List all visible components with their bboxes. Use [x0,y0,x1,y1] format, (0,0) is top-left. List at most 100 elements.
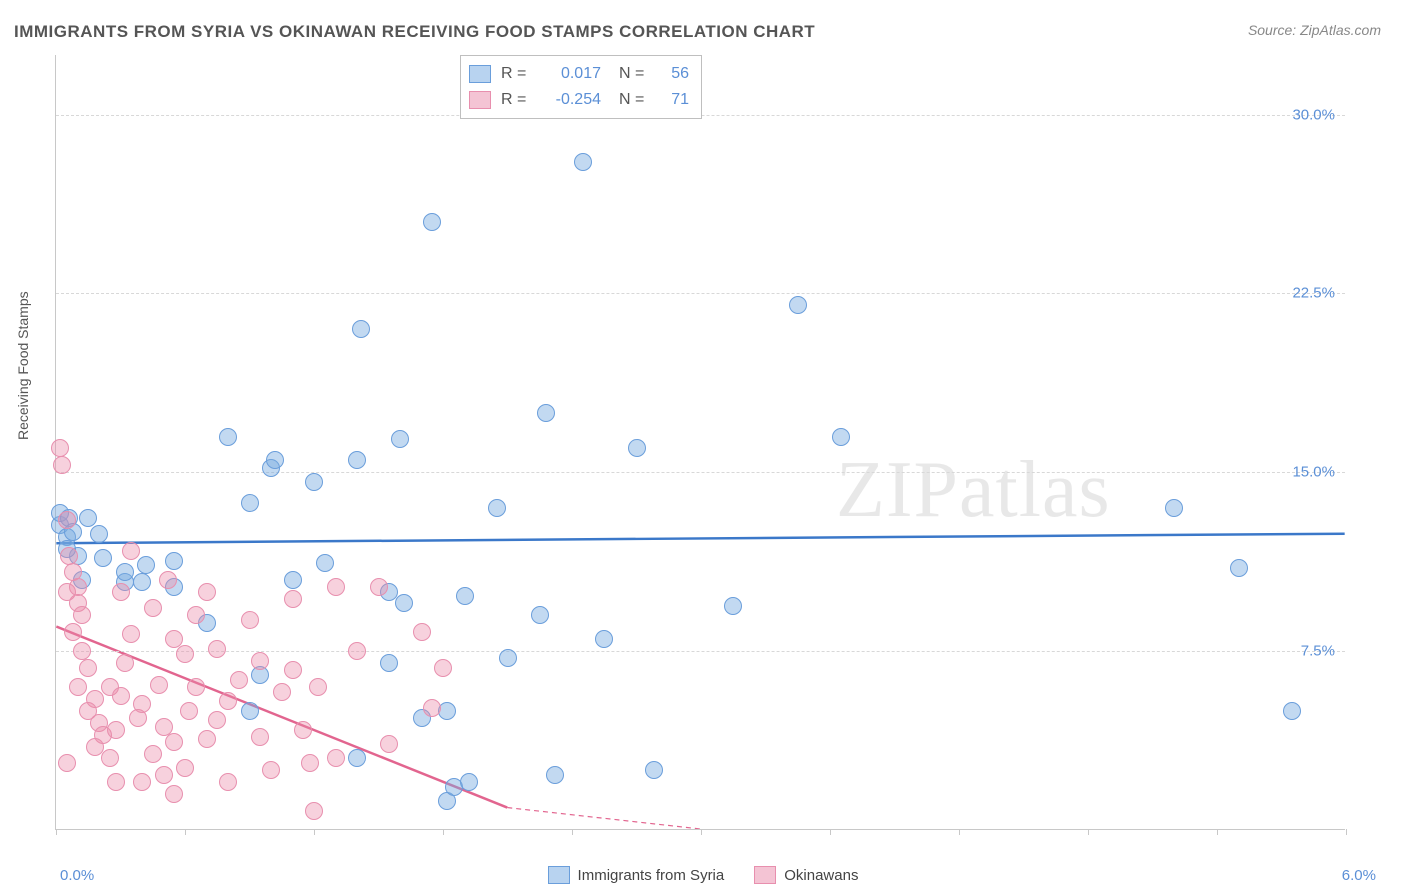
scatter-point [305,473,323,491]
swatch-series-1 [469,65,491,83]
scatter-point [1283,702,1301,720]
legend-item: Okinawans [754,866,858,884]
scatter-point [262,761,280,779]
scatter-point [198,583,216,601]
scatter-point [176,759,194,777]
scatter-point [380,654,398,672]
legend-item: Immigrants from Syria [548,866,725,884]
x-tick [185,829,186,835]
scatter-point [266,451,284,469]
scatter-point [73,642,91,660]
y-tick-label: 22.5% [1292,285,1335,302]
scatter-point [58,511,76,529]
x-tick [314,829,315,835]
scatter-point [574,153,592,171]
scatter-point [284,590,302,608]
r-value-2: -0.254 [541,91,601,109]
legend-label: Immigrants from Syria [578,867,725,884]
scatter-point [165,552,183,570]
gridline [56,472,1345,473]
scatter-point [133,573,151,591]
gridline [56,651,1345,652]
scatter-point [107,721,125,739]
scatter-point [219,773,237,791]
scatter-point [628,439,646,457]
scatter-point [94,549,112,567]
scatter-point [90,525,108,543]
scatter-point [60,547,78,565]
scatter-point [456,587,474,605]
scatter-point [724,597,742,615]
scatter-point [251,728,269,746]
scatter-point [73,606,91,624]
scatter-point [284,571,302,589]
scatter-point [531,606,549,624]
scatter-point [208,711,226,729]
scatter-point [116,563,134,581]
scatter-point [391,430,409,448]
scatter-point [316,554,334,572]
scatter-point [187,678,205,696]
swatch-series-2 [469,91,491,109]
scatter-point [180,702,198,720]
scatter-point [144,745,162,763]
scatter-point [434,659,452,677]
scatter-point [64,623,82,641]
scatter-point [832,428,850,446]
scatter-point [294,721,312,739]
scatter-point [230,671,248,689]
y-tick-label: 30.0% [1292,106,1335,123]
scatter-point [423,699,441,717]
x-tick [443,829,444,835]
scatter-point [198,730,216,748]
scatter-point [789,296,807,314]
scatter-point [460,773,478,791]
scatter-point [107,773,125,791]
scatter-point [241,494,259,512]
scatter-point [51,439,69,457]
scatter-point [499,649,517,667]
scatter-point [159,571,177,589]
scatter-point [352,320,370,338]
scatter-point [150,676,168,694]
scatter-point [370,578,388,596]
scatter-point [301,754,319,772]
scatter-point [122,625,140,643]
scatter-point [116,654,134,672]
y-axis-label: Receiving Food Stamps [15,291,31,440]
scatter-point [144,599,162,617]
x-tick [830,829,831,835]
scatter-point [79,509,97,527]
scatter-point [219,692,237,710]
scatter-point [133,695,151,713]
scatter-point [176,645,194,663]
x-tick [701,829,702,835]
scatter-point [101,749,119,767]
scatter-point [53,456,71,474]
scatter-point [395,594,413,612]
x-tick [1346,829,1347,835]
watermark: ZIPatlas [836,445,1111,536]
stats-row-series-2: R = -0.254 N = 71 [469,87,689,113]
scatter-point [348,749,366,767]
stats-row-series-1: R = 0.017 N = 56 [469,61,689,87]
scatter-point [284,661,302,679]
scatter-point [327,578,345,596]
scatter-point [69,578,87,596]
scatter-point [537,404,555,422]
scatter-point [112,583,130,601]
scatter-point [58,754,76,772]
watermark-light: atlas [959,446,1111,534]
legend-swatch [754,866,776,884]
scatter-point [380,735,398,753]
n-value-2: 71 [659,91,689,109]
scatter-point [273,683,291,701]
scatter-point [438,702,456,720]
scatter-point [595,630,613,648]
legend-label: Okinawans [784,867,858,884]
x-axis-min-label: 0.0% [60,867,94,884]
scatter-point [219,428,237,446]
scatter-point [137,556,155,574]
scatter-point [79,659,97,677]
scatter-point [241,611,259,629]
